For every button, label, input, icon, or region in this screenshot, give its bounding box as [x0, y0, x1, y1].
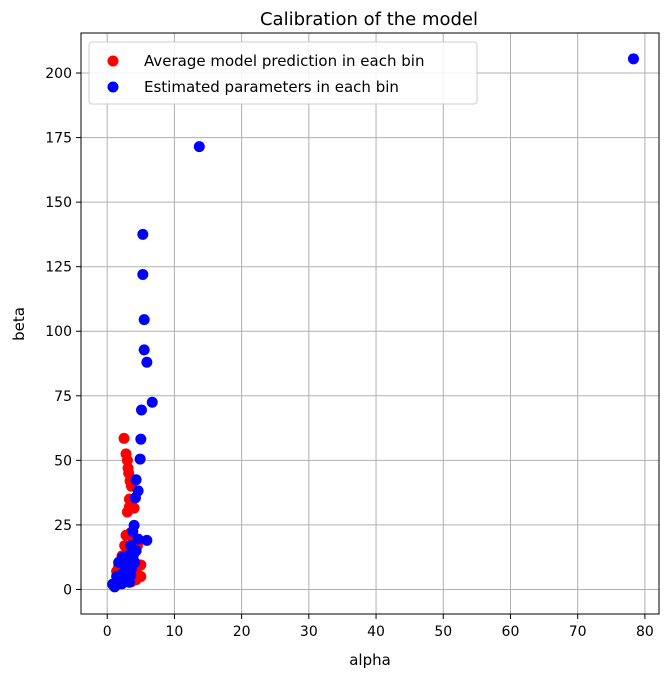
plot-frame	[80, 32, 660, 615]
data-point	[132, 533, 144, 545]
grid	[81, 33, 659, 614]
data-point	[138, 344, 150, 356]
legend-box	[88, 41, 478, 105]
data-point	[138, 314, 150, 326]
data-point	[193, 141, 205, 153]
data-point	[146, 396, 158, 408]
data-point	[137, 268, 149, 280]
data-point	[128, 556, 140, 568]
data-point	[134, 453, 146, 465]
y-tick-label: 50	[54, 453, 72, 469]
x-tick-label: 70	[569, 624, 587, 640]
data-point	[130, 474, 142, 486]
x-axis-label: alpha	[349, 651, 391, 669]
y-tick-label: 0	[63, 582, 72, 598]
legend-label-estimates: Estimated parameters in each bin	[144, 78, 399, 96]
y-axis-label: beta	[10, 307, 28, 341]
data-point	[128, 502, 140, 514]
estimate-series	[107, 53, 639, 593]
y-tick-label: 200	[45, 66, 72, 82]
data-point	[135, 433, 147, 445]
legend: Average model prediction in each bin Est…	[88, 41, 478, 105]
y-tick-label: 125	[45, 260, 72, 276]
data-point	[141, 534, 153, 546]
data-point	[627, 53, 639, 65]
legend-label-predictions: Average model prediction in each bin	[144, 52, 424, 70]
x-tick-label: 30	[300, 624, 318, 640]
data-points	[107, 53, 639, 593]
x-tick-label: 60	[502, 624, 520, 640]
data-point	[137, 228, 149, 240]
data-point	[123, 576, 135, 588]
x-tick-label: 80	[636, 624, 654, 640]
x-tick-label: 20	[233, 624, 251, 640]
x-tick-label: 40	[367, 624, 385, 640]
data-point	[118, 432, 130, 444]
y-tick-label: 75	[54, 389, 72, 405]
y-tick-label: 100	[45, 324, 72, 340]
legend-marker-red	[107, 55, 119, 67]
y-tick-label: 175	[45, 131, 72, 147]
x-tick-label: 50	[434, 624, 452, 640]
y-tick-label: 25	[54, 518, 72, 534]
y-tick-label: 150	[45, 195, 72, 211]
x-tick-label: 10	[166, 624, 184, 640]
x-tick-label: 0	[103, 624, 112, 640]
data-point	[135, 404, 147, 416]
chart-title: Calibration of the model	[260, 9, 478, 30]
legend-marker-blue	[107, 81, 119, 93]
data-point	[129, 492, 141, 504]
data-point	[128, 519, 140, 531]
axis-ticks: 0 10 20 30 40 50 60 70 80 0 25 50 75 100 125 150 175 200	[45, 66, 654, 640]
data-point	[141, 356, 153, 368]
